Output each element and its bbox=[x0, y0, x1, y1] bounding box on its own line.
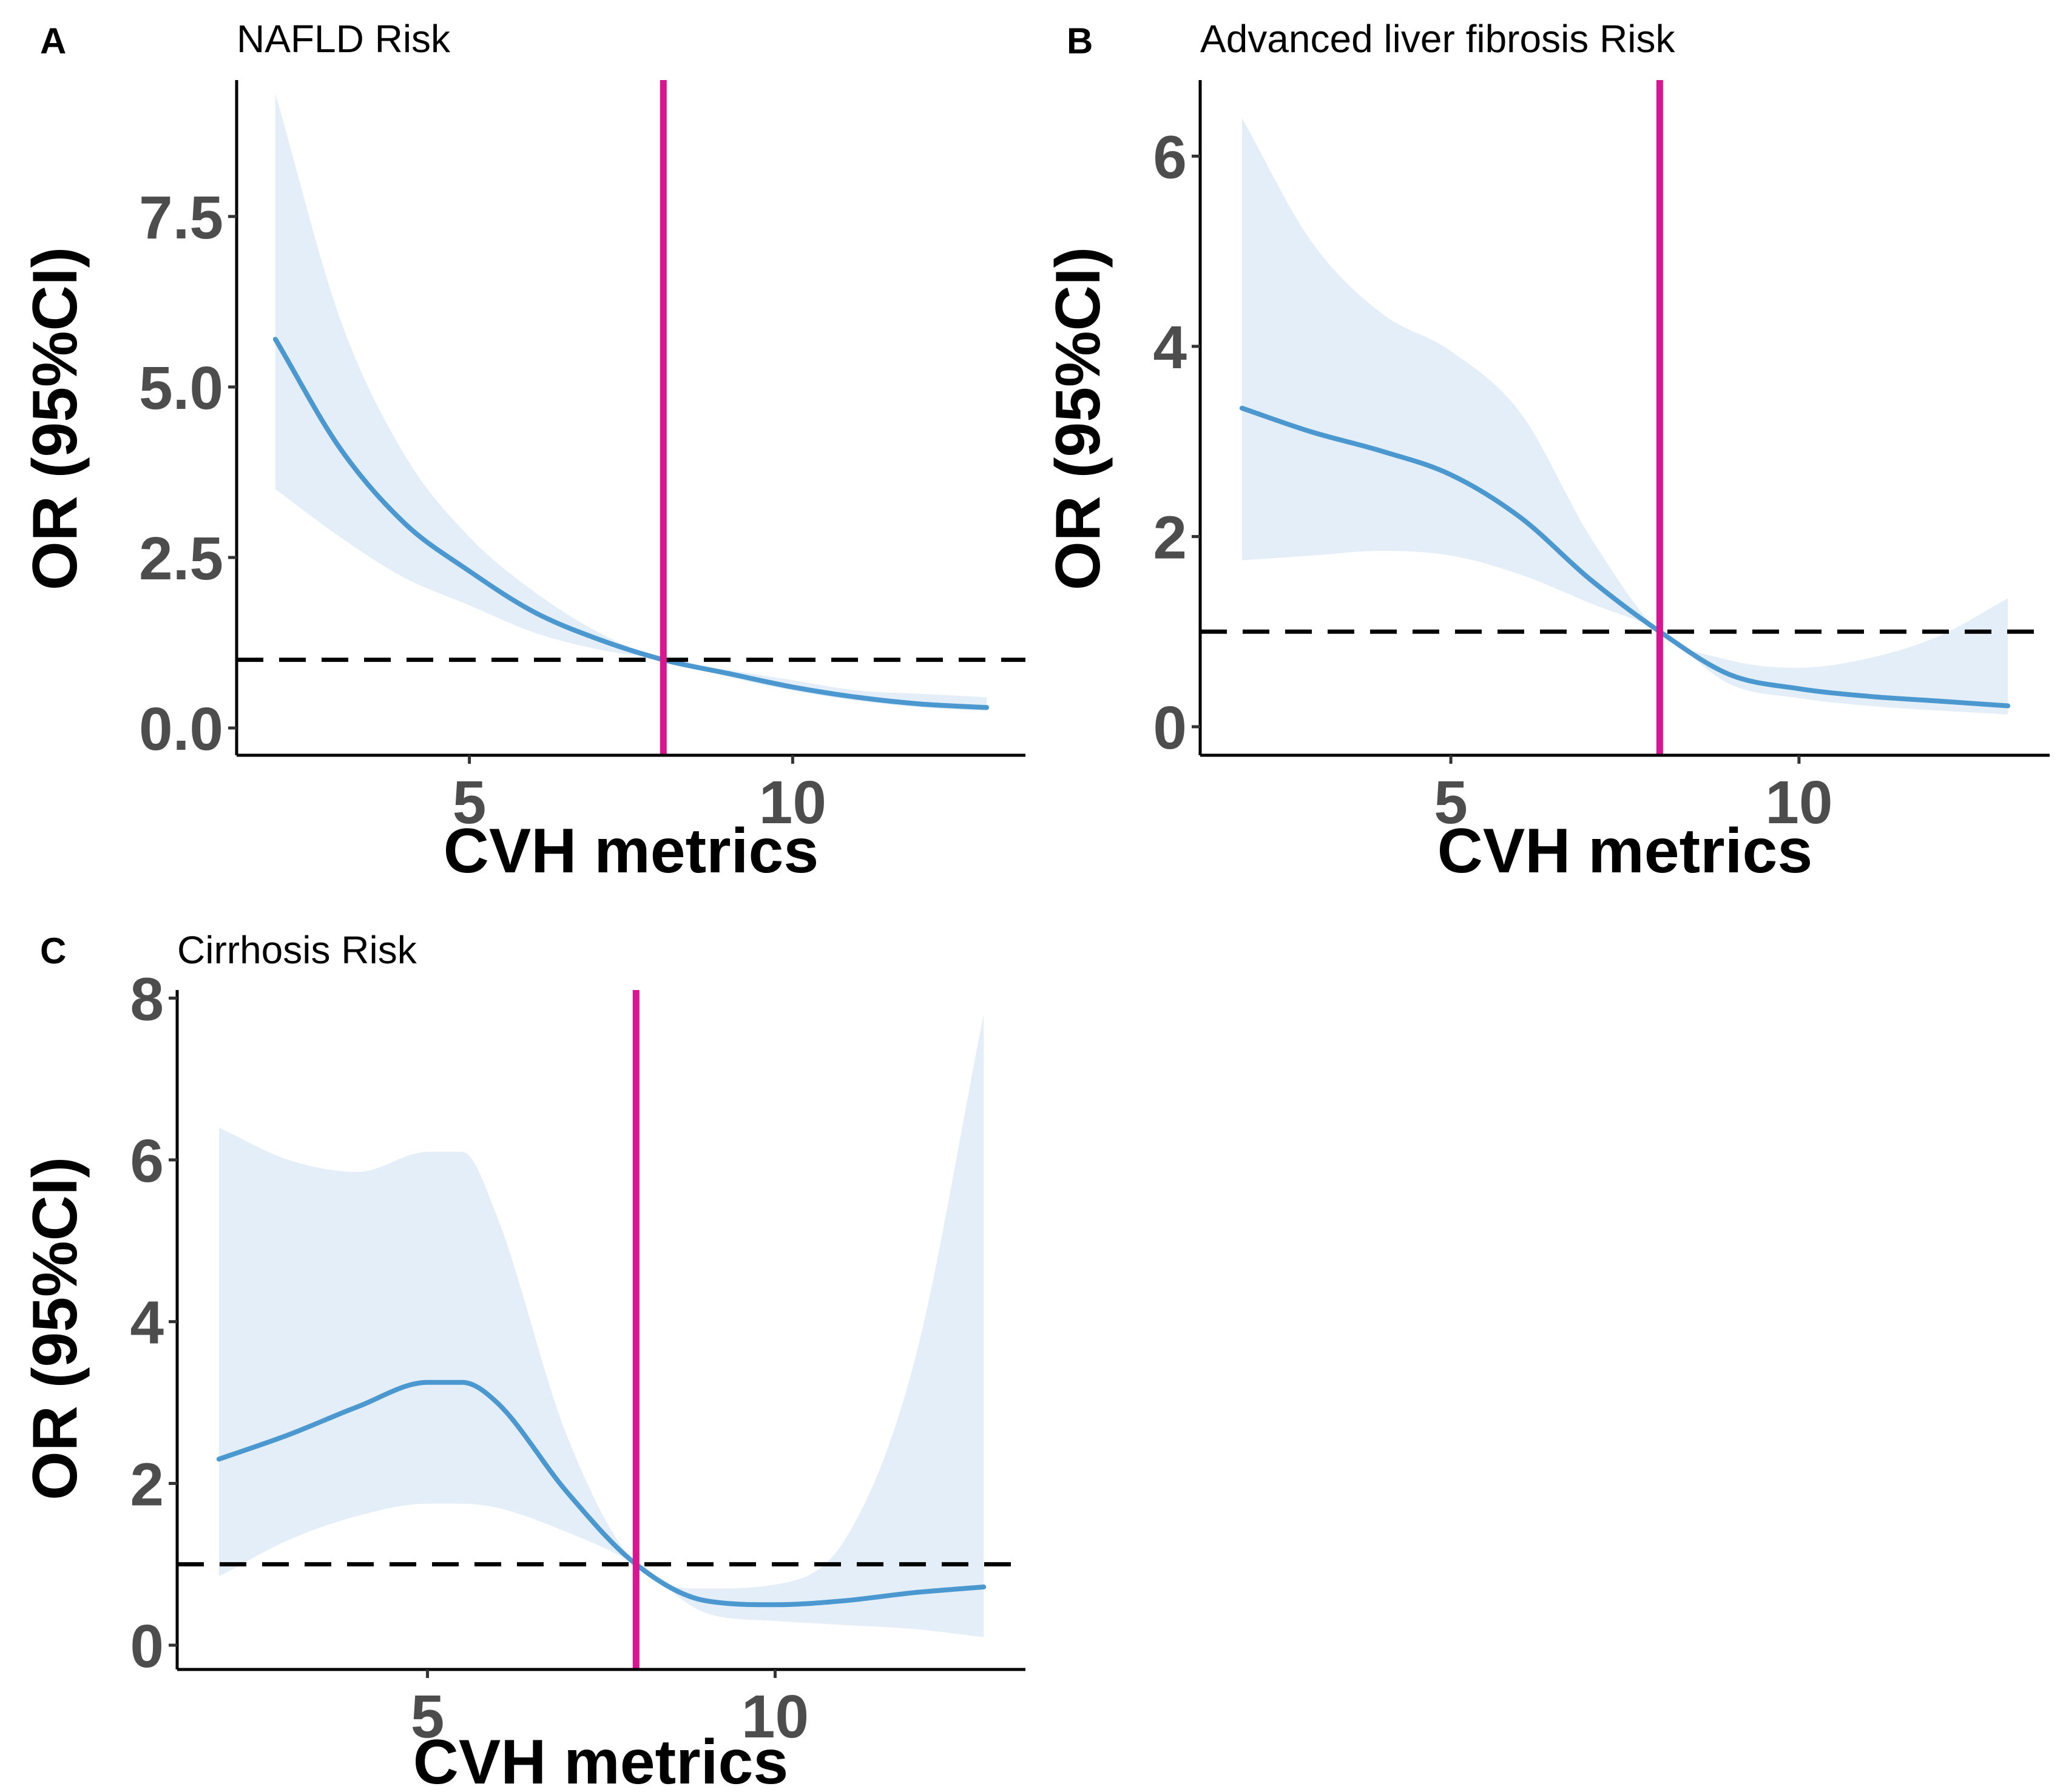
x-axis-title: CVH metrics bbox=[413, 1727, 788, 1792]
y-tick-label: 0 bbox=[130, 1612, 164, 1680]
panel-label: A bbox=[40, 21, 66, 61]
y-tick-label: 6 bbox=[1153, 123, 1187, 191]
y-tick-label: 7.5 bbox=[139, 184, 223, 252]
y-tick-label: 6 bbox=[130, 1127, 164, 1195]
or-curve bbox=[1239, 405, 2011, 709]
y-tick-label: 2.5 bbox=[139, 525, 223, 593]
y-tick-label: 0 bbox=[1153, 694, 1187, 762]
y-tick-label: 2 bbox=[130, 1450, 164, 1518]
x-tick-label: 5 bbox=[453, 769, 487, 837]
or-curve bbox=[272, 337, 990, 710]
y-axis-title: OR (95%CI) bbox=[1043, 247, 1113, 590]
plot-area: 0 2 4 6 5 10 bbox=[1153, 80, 2050, 837]
panel-label: B bbox=[1067, 21, 1093, 61]
x-tick-label: 5 bbox=[411, 1683, 445, 1751]
x-tick-label: 10 bbox=[759, 769, 826, 837]
y-tick-label: 2 bbox=[1153, 504, 1187, 571]
panel-label: C bbox=[40, 931, 66, 971]
y-axis-title: OR (95%CI) bbox=[20, 1157, 90, 1500]
plot-area: 0.0 2.5 5.0 7.5 5 10 bbox=[139, 80, 1025, 837]
confidence-band bbox=[218, 1014, 984, 1637]
or-curve bbox=[216, 1379, 987, 1608]
panel-title: NAFLD Risk bbox=[237, 17, 451, 61]
y-tick-label: 0.0 bbox=[139, 695, 223, 763]
x-tick-label: 5 bbox=[1434, 769, 1468, 837]
panel-title: Advanced liver fibrosis Risk bbox=[1200, 17, 1676, 61]
y-tick-label: 5.0 bbox=[139, 354, 223, 422]
x-axis-title: CVH metrics bbox=[444, 816, 819, 886]
confidence-band bbox=[1241, 118, 2008, 715]
y-axis-title: OR (95%CI) bbox=[20, 247, 90, 590]
y-tick-label: 8 bbox=[130, 965, 164, 1033]
y-tick-label: 4 bbox=[1153, 314, 1187, 382]
panel-b: B Advanced liver fibrosis Risk CVH metri… bbox=[1043, 17, 2050, 886]
y-tick-label: 4 bbox=[130, 1289, 164, 1357]
panel-c: C Cirrhosis Risk CVH metrics OR (95%CI) … bbox=[20, 928, 1025, 1792]
x-axis-title: CVH metrics bbox=[1437, 816, 1812, 886]
x-tick-label: 10 bbox=[1765, 769, 1832, 837]
x-tick-label: 10 bbox=[741, 1683, 809, 1751]
plot-area: 0 2 4 6 8 5 10 bbox=[130, 965, 1025, 1751]
panel-title: Cirrhosis Risk bbox=[177, 928, 417, 972]
confidence-band bbox=[275, 93, 987, 711]
panel-a: A NAFLD Risk CVH metrics OR (95%CI) 0.0 2… bbox=[20, 17, 1025, 886]
